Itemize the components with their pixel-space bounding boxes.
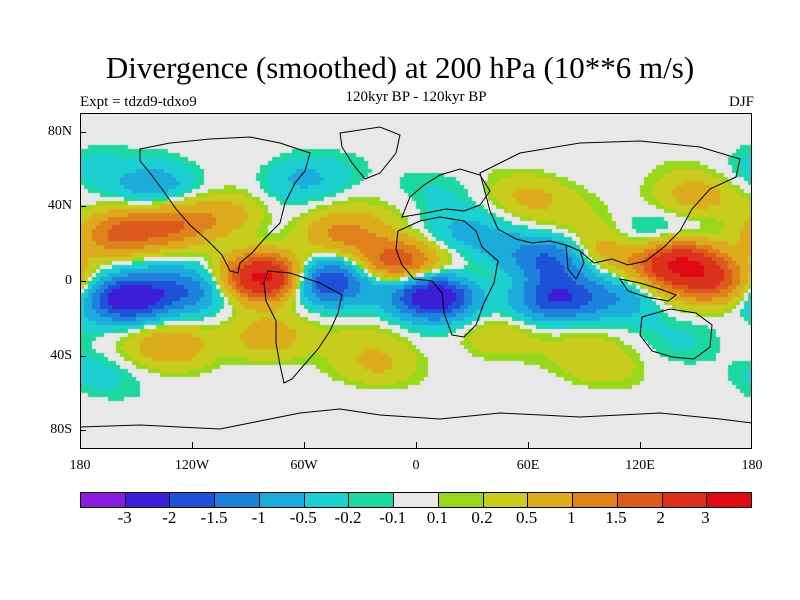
coastline-antarctica <box>80 408 752 430</box>
lat-tick <box>80 281 86 282</box>
colorbar-swatch <box>662 493 708 507</box>
colorbar-label: -1 <box>251 508 266 527</box>
colorbar-label: 0.5 <box>516 508 538 527</box>
lon-label: 180 <box>741 458 763 473</box>
experiment-label: Expt = tdzd9-tdxo9 <box>80 94 197 110</box>
colorbar-label: 1 <box>567 508 576 527</box>
colorbar-label: -2 <box>162 508 177 527</box>
colorbar-label: -1.5 <box>200 508 228 527</box>
divergence-field <box>80 113 752 449</box>
colorbar-swatch <box>438 493 484 507</box>
colorbar-swatch <box>707 493 752 507</box>
colorbar-swatch <box>81 493 126 507</box>
coastline-south-america <box>263 270 343 384</box>
figure-subtitle: 120kyr BP - 120kyr BP <box>345 89 487 105</box>
lon-tick <box>640 442 641 448</box>
lon-label: 120E <box>625 458 655 473</box>
colorbar <box>80 492 752 508</box>
lon-tick <box>80 442 81 448</box>
coastlines <box>80 126 752 430</box>
lon-label: 60E <box>516 458 540 473</box>
colorbar-swatch <box>528 493 574 507</box>
lat-tick <box>80 206 86 208</box>
coastline-africa <box>395 216 499 338</box>
colorbar-swatch <box>349 493 395 507</box>
colorbar-label: -3 <box>117 508 132 527</box>
colorbar-swatch <box>617 493 663 507</box>
coastline-india <box>565 244 585 280</box>
colorbar-swatch <box>394 493 439 507</box>
lon-tick <box>528 442 529 448</box>
divergence-map <box>80 113 752 449</box>
lon-label: 0 <box>412 458 420 473</box>
lat-label: 80N <box>47 123 72 139</box>
lon-label: 120W <box>174 458 210 473</box>
colorbar-label: 2 <box>656 508 665 527</box>
colorbar-label: -0.5 <box>289 508 317 527</box>
colorbar-swatch <box>304 493 350 507</box>
colorbar-swatch <box>483 493 529 507</box>
lon-tick <box>192 442 193 448</box>
figure-title: Divergence (smoothed) at 200 hPa (10**6 … <box>105 50 695 85</box>
colorbar-label: 0.2 <box>471 508 493 527</box>
lat-label: 80S <box>50 422 72 438</box>
colorbar-label: 3 <box>701 508 710 527</box>
lon-tick <box>751 442 752 448</box>
colorbar-label: 0.1 <box>426 508 448 527</box>
lat-tick <box>80 355 86 357</box>
coastline-indonesia <box>618 278 678 302</box>
lon-label: 60W <box>290 458 318 473</box>
coastline-europe <box>401 168 491 218</box>
lat-tick <box>80 430 86 432</box>
lon-tick <box>416 442 417 448</box>
lat-label: 40S <box>50 347 72 363</box>
lon-label: 180 <box>69 458 91 473</box>
colorbar-swatch <box>170 493 216 507</box>
colorbar-swatch <box>259 493 305 507</box>
lat-label: 0 <box>65 273 72 288</box>
lat-tick <box>80 131 86 133</box>
colorbar-swatch <box>215 493 260 507</box>
lon-tick <box>304 442 305 448</box>
season-label: DJF <box>728 94 754 110</box>
colorbar-label: -0.2 <box>334 508 362 527</box>
coastline-australia <box>639 308 713 360</box>
lat-label: 40N <box>47 198 72 214</box>
colorbar-swatch <box>125 493 171 507</box>
coastline-asia <box>479 140 741 266</box>
coastline-greenland <box>339 126 401 180</box>
colorbar-swatch <box>573 493 618 507</box>
colorbar-label: -0.1 <box>379 508 407 527</box>
coastline-north-america <box>139 136 311 274</box>
colorbar-label: 1.5 <box>605 508 627 527</box>
